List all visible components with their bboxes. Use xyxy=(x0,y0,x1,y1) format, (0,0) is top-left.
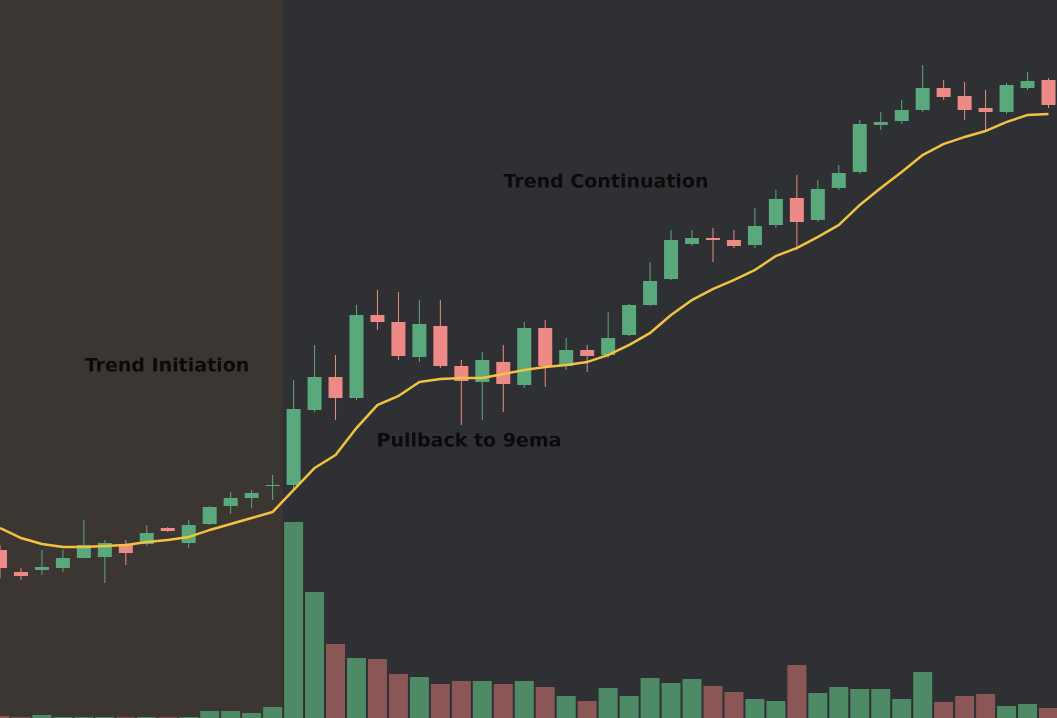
volume-bar xyxy=(200,711,220,718)
candle-body xyxy=(622,305,637,335)
highlight-zone xyxy=(0,0,283,718)
candle-body xyxy=(768,199,783,225)
volume-bar xyxy=(829,687,849,718)
volume-bar xyxy=(32,715,52,718)
candle-body xyxy=(139,533,154,544)
volume-bar xyxy=(1039,708,1057,718)
candle-body xyxy=(223,498,238,506)
candle-body xyxy=(55,558,70,568)
volume-bar xyxy=(0,716,10,718)
candle-body xyxy=(999,85,1014,112)
candle-body xyxy=(601,338,616,355)
candle-body xyxy=(789,198,804,222)
ema-layer xyxy=(0,112,1049,549)
volume-bar xyxy=(367,659,387,718)
candle-body xyxy=(936,88,951,97)
volume-bar xyxy=(388,674,408,718)
volume-bar xyxy=(556,696,576,718)
annotation-layer: Trend Initiation Pullback to 9ema Trend Co… xyxy=(85,171,709,452)
volume-bar xyxy=(577,701,597,718)
volume-bar xyxy=(934,702,954,718)
volume-bar xyxy=(221,711,241,718)
volume-bar xyxy=(598,688,618,718)
volume-bar xyxy=(346,658,366,718)
candle-body xyxy=(664,240,679,279)
ema-line xyxy=(0,112,1049,549)
volume-bar xyxy=(472,681,492,718)
candle-body xyxy=(538,328,553,366)
candle-body xyxy=(202,507,217,524)
volume-bar xyxy=(724,692,744,718)
volume-bar xyxy=(682,679,702,718)
volume-bar xyxy=(745,699,765,718)
candle-body xyxy=(1020,81,1035,88)
volume-bar xyxy=(493,684,513,718)
candle-body xyxy=(244,493,259,498)
volume-bar xyxy=(913,672,933,718)
volume-bar xyxy=(619,696,639,718)
candle-body xyxy=(705,238,720,240)
candle-body xyxy=(894,110,909,121)
candle-body xyxy=(307,377,322,410)
candle-body xyxy=(0,550,7,568)
candle-body xyxy=(580,350,595,356)
volume-bar xyxy=(976,694,996,718)
volume-bar xyxy=(640,678,660,718)
volume-bar xyxy=(850,689,870,718)
candle-body xyxy=(915,88,930,110)
candle-body xyxy=(286,409,301,485)
volume-bar xyxy=(263,707,283,718)
volume-bar xyxy=(430,684,450,718)
candle-body xyxy=(559,350,574,366)
annotation: Pullback to 9ema xyxy=(377,430,562,452)
volume-bar xyxy=(284,522,304,718)
candle-body xyxy=(643,281,658,305)
candle-body xyxy=(370,315,385,322)
volume-bar xyxy=(1018,704,1038,718)
candle-body xyxy=(810,189,825,220)
candle-body xyxy=(726,240,741,246)
volume-bar xyxy=(997,706,1017,718)
volume-bar xyxy=(787,665,807,718)
candle-body xyxy=(265,485,280,486)
volume-bar xyxy=(451,681,471,718)
volume-bar xyxy=(514,681,534,718)
candle-body xyxy=(852,124,867,172)
volume-bar xyxy=(871,689,891,718)
candle-body xyxy=(391,322,406,356)
volume-bar xyxy=(703,686,723,718)
volume-bar xyxy=(242,713,262,718)
volume-bar xyxy=(305,592,325,718)
candle-body xyxy=(831,173,846,188)
candle-body xyxy=(873,122,888,125)
volume-layer xyxy=(0,522,1057,718)
candle-body xyxy=(412,324,427,357)
annotation: Trend Continuation xyxy=(503,171,708,193)
candle-body xyxy=(181,525,196,543)
candle-body xyxy=(517,328,532,385)
candle-body xyxy=(685,238,700,244)
candle-body xyxy=(978,108,993,112)
candle-body xyxy=(118,544,133,553)
volume-bar xyxy=(661,683,681,718)
candle-body xyxy=(957,96,972,110)
candle-body xyxy=(349,315,364,398)
annotation: Trend Initiation xyxy=(85,355,250,377)
volume-bar xyxy=(808,693,828,718)
volume-bar xyxy=(892,699,912,718)
volume-bar xyxy=(535,687,555,718)
candle-body xyxy=(13,572,28,576)
volume-bar xyxy=(326,644,346,718)
volume-bar xyxy=(409,677,429,718)
candle-body xyxy=(747,226,762,245)
volume-bar xyxy=(766,701,786,718)
volume-bar xyxy=(955,696,975,718)
candle-body xyxy=(433,326,448,366)
candle-body xyxy=(160,528,175,531)
candle-body xyxy=(328,377,343,398)
candle-body xyxy=(34,567,49,570)
candle-body xyxy=(1041,80,1056,105)
